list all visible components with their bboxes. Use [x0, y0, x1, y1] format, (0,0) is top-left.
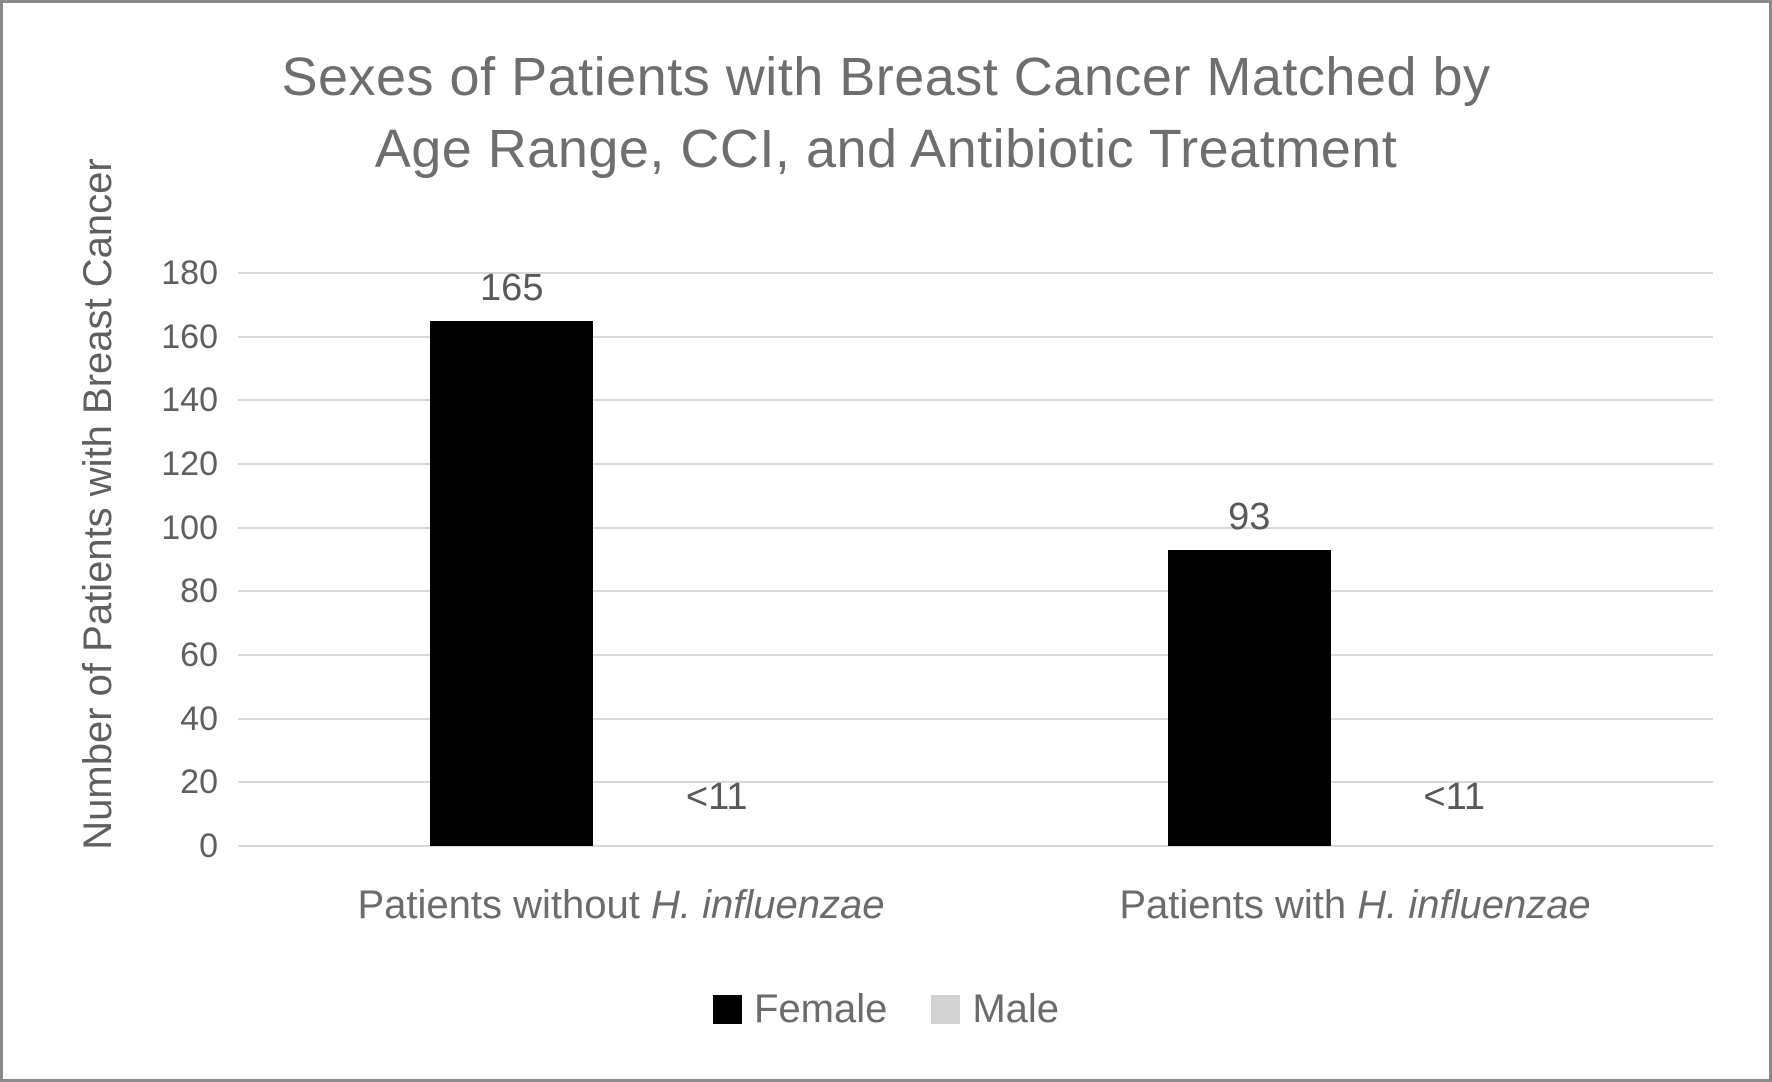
y-tick-label-160: 160 — [161, 317, 218, 356]
y-tick-label-140: 140 — [161, 381, 218, 420]
gridline-y-120 — [238, 463, 1713, 465]
gridline-y-80 — [238, 590, 1713, 593]
y-tick-label-40: 40 — [180, 699, 218, 738]
legend-item-female: Female — [712, 987, 888, 1031]
bar-female-1 — [1167, 549, 1331, 846]
legend-swatch-female — [712, 994, 742, 1024]
chart-title-line-1: Sexes of Patients with Breast Cancer Mat… — [281, 47, 1491, 107]
gridline-y-140 — [238, 399, 1713, 402]
chart-title-line-2: Age Range, CCI, and Antibiotic Treatment — [374, 119, 1398, 179]
legend-swatch-male — [931, 994, 961, 1024]
bar-female-0 — [430, 320, 594, 846]
data-label-male-1: <11 — [1423, 776, 1486, 818]
legend-item-male: Male — [931, 989, 1059, 1029]
gridline-y-40 — [238, 717, 1713, 720]
y-tick-label-20: 20 — [180, 763, 218, 802]
chart-title: Sexes of Patients with Breast Cancer Mat… — [3, 41, 1769, 185]
y-tick-label-80: 80 — [180, 572, 218, 611]
gridline-y-20 — [238, 781, 1713, 784]
gridline-y-180 — [238, 272, 1713, 274]
x-category-label-without-species: H. influenzae — [651, 883, 885, 927]
y-tick-label-100: 100 — [161, 508, 218, 547]
data-label-female-0: 165 — [480, 266, 544, 309]
gridline-y-160 — [238, 335, 1713, 338]
plot-area: 0 20 40 60 80 100 120 140 160 180 165 93 <11 <11 — [3, 3, 1769, 1079]
y-tick-label-120: 120 — [161, 445, 218, 483]
legend-label-female: Female — [753, 987, 888, 1031]
gridline-y-0 — [238, 845, 1713, 847]
legend: Female Male — [3, 989, 1769, 1029]
x-category-label-with-species: H. influenzae — [1357, 883, 1591, 927]
y-tick-label-180: 180 — [161, 254, 218, 292]
legend-label-male: Male — [972, 987, 1060, 1031]
x-category-label-without-text: Patients without — [357, 883, 651, 927]
y-tick-label-0: 0 — [199, 827, 218, 865]
gridline-y-100 — [238, 526, 1713, 529]
x-category-label-without: Patients without H. influenzae — [171, 883, 1071, 927]
gridline-y-60 — [238, 654, 1713, 656]
y-tick-label-60: 60 — [180, 636, 218, 674]
data-label-male-0: <11 — [685, 776, 748, 818]
data-label-female-1: 93 — [1228, 495, 1271, 538]
x-category-label-with: Patients with H. influenzae — [905, 883, 1769, 927]
x-category-label-with-text: Patients with — [1119, 883, 1358, 927]
